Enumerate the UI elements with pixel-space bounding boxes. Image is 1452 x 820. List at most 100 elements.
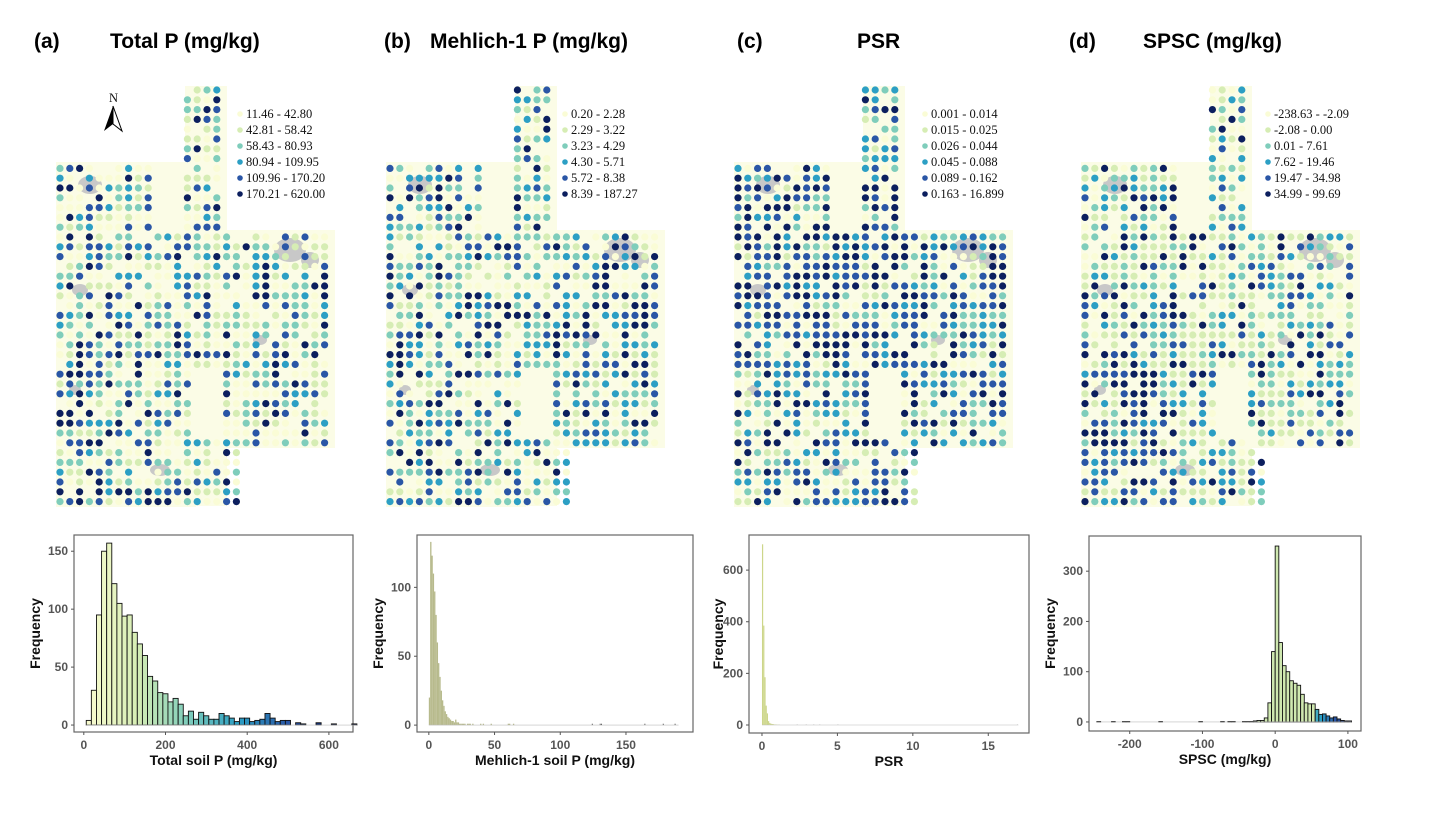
x-tick-label: -200 bbox=[1118, 737, 1142, 751]
map-point bbox=[445, 223, 453, 231]
map-point bbox=[213, 262, 221, 270]
map-point bbox=[822, 429, 830, 437]
map-point bbox=[242, 272, 250, 280]
map-point bbox=[842, 311, 850, 319]
map-point bbox=[396, 213, 404, 221]
map-point bbox=[950, 331, 958, 339]
map-point bbox=[562, 253, 571, 261]
map-point bbox=[572, 429, 580, 437]
map-point bbox=[1150, 262, 1158, 270]
map-point bbox=[406, 419, 414, 427]
map-point bbox=[861, 419, 870, 427]
map-point bbox=[513, 498, 522, 506]
map-point bbox=[1169, 194, 1177, 202]
map-point bbox=[203, 360, 211, 368]
map-point bbox=[621, 272, 629, 280]
map-point bbox=[582, 409, 590, 417]
map-point bbox=[543, 498, 551, 506]
map-point bbox=[311, 302, 319, 310]
y-tick-label: 0 bbox=[1076, 715, 1083, 729]
map-point bbox=[311, 390, 319, 398]
map-point bbox=[901, 243, 909, 251]
map-point bbox=[76, 243, 84, 251]
map-point bbox=[1091, 233, 1099, 241]
map-point bbox=[1120, 331, 1128, 339]
map-point bbox=[861, 498, 870, 506]
map-point bbox=[1277, 311, 1285, 319]
map-point bbox=[803, 478, 811, 486]
map-point bbox=[105, 380, 113, 388]
map-point bbox=[803, 488, 811, 496]
map-point bbox=[281, 321, 289, 329]
map-point bbox=[754, 409, 762, 417]
map-point bbox=[415, 223, 423, 231]
map-point bbox=[832, 468, 840, 476]
map-point bbox=[1306, 321, 1314, 329]
map-point bbox=[1306, 311, 1314, 319]
map-point bbox=[1169, 174, 1177, 182]
map-point bbox=[744, 174, 752, 182]
map-point bbox=[533, 302, 541, 310]
map-point bbox=[562, 380, 571, 388]
map-point bbox=[115, 213, 123, 221]
map-point bbox=[415, 458, 423, 466]
map-point bbox=[125, 439, 133, 447]
map-point bbox=[415, 292, 423, 300]
map-point bbox=[910, 370, 919, 378]
map-point bbox=[183, 380, 191, 388]
map-point bbox=[891, 321, 899, 329]
legend-label: 4.30 - 5.71 bbox=[571, 155, 625, 169]
map-point bbox=[484, 380, 492, 388]
map-point bbox=[1248, 302, 1256, 310]
histogram-bar bbox=[460, 723, 462, 726]
map-point bbox=[920, 341, 928, 349]
map-point bbox=[950, 262, 958, 270]
map-point bbox=[1140, 184, 1148, 192]
map-point bbox=[1277, 370, 1285, 378]
map-point bbox=[105, 400, 113, 408]
map-point bbox=[66, 243, 74, 251]
map-point bbox=[203, 223, 211, 231]
map-point bbox=[881, 223, 889, 231]
map-point bbox=[989, 233, 997, 241]
map-point bbox=[1248, 498, 1256, 506]
map-point bbox=[105, 282, 113, 290]
map-point bbox=[95, 351, 103, 359]
map-point bbox=[164, 311, 172, 319]
map-point bbox=[891, 458, 899, 466]
map-point bbox=[85, 213, 93, 221]
map-point bbox=[822, 262, 830, 270]
map-point bbox=[979, 272, 987, 280]
map-point bbox=[435, 253, 443, 261]
map-point bbox=[1130, 213, 1138, 221]
map-point bbox=[1238, 155, 1246, 163]
map-point bbox=[543, 292, 551, 300]
map-point bbox=[464, 253, 472, 261]
map-point bbox=[1238, 253, 1246, 261]
map-point bbox=[66, 390, 74, 398]
map-point bbox=[543, 233, 551, 241]
map-point bbox=[193, 311, 201, 319]
map-point bbox=[754, 233, 762, 241]
map-point bbox=[252, 351, 260, 359]
map-point bbox=[1326, 380, 1334, 388]
map-point bbox=[513, 155, 522, 163]
map-point bbox=[66, 184, 74, 192]
map-point bbox=[386, 409, 394, 417]
map-point bbox=[513, 262, 522, 270]
map-point bbox=[445, 243, 453, 251]
map-point bbox=[474, 311, 482, 319]
map-point bbox=[1150, 282, 1158, 290]
map-point bbox=[1199, 419, 1207, 427]
map-point bbox=[562, 351, 571, 359]
map-point bbox=[602, 243, 610, 251]
map-point bbox=[1218, 115, 1226, 123]
map-point bbox=[783, 360, 791, 368]
map-point bbox=[754, 498, 762, 506]
map-point bbox=[484, 409, 492, 417]
map-point bbox=[950, 400, 958, 408]
map-point bbox=[474, 400, 482, 408]
map-point bbox=[474, 164, 482, 172]
map-point bbox=[1101, 370, 1109, 378]
map-point bbox=[553, 302, 561, 310]
